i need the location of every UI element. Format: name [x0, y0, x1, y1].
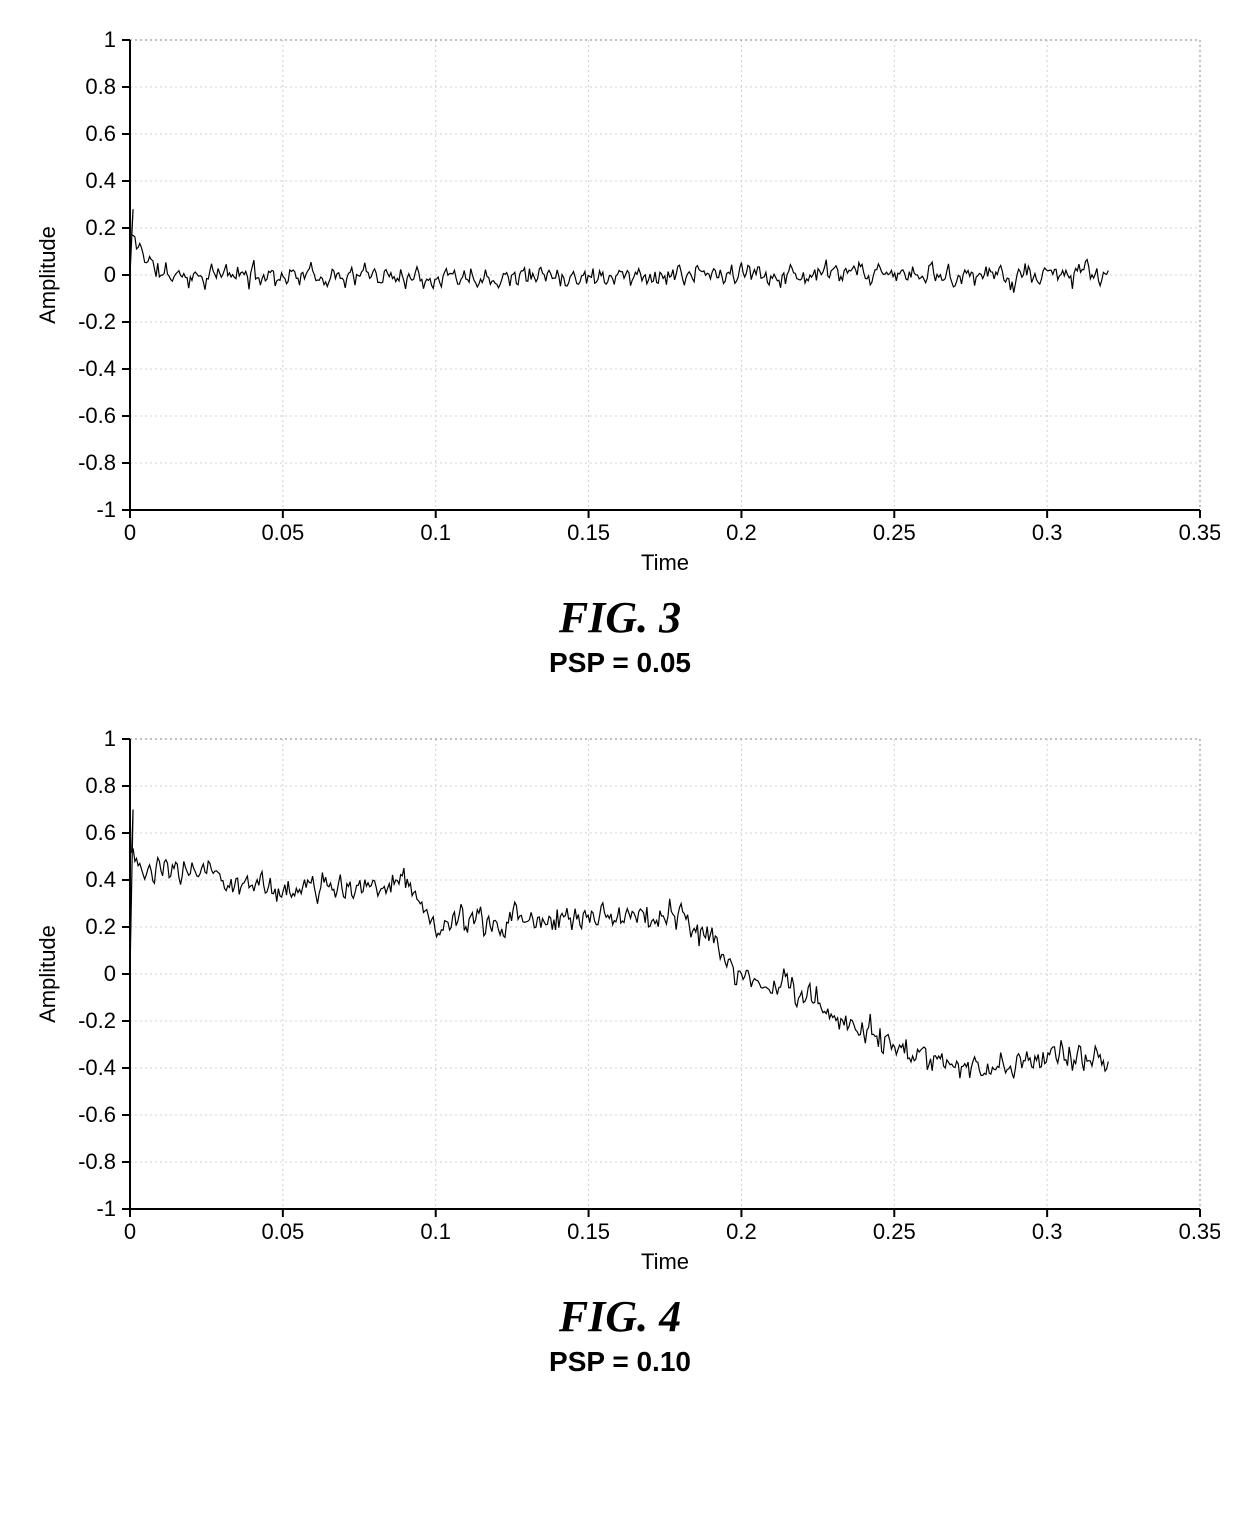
y-tick-label: 0.8 [85, 773, 116, 798]
x-tick-label: 0 [124, 520, 136, 545]
y-axis-label: Amplitude [35, 226, 60, 324]
y-tick-label: 0 [104, 262, 116, 287]
y-tick-label: -0.4 [78, 1055, 116, 1080]
x-tick-label: 0.35 [1179, 520, 1220, 545]
fig4-title: FIG. 4 [20, 1291, 1220, 1342]
y-tick-label: -1 [96, 497, 116, 522]
y-tick-label: 1 [104, 726, 116, 751]
x-tick-label: 0.25 [873, 520, 916, 545]
y-tick-label: -0.6 [78, 1102, 116, 1127]
fig4-subtitle: PSP = 0.10 [20, 1346, 1220, 1378]
x-tick-label: 0.25 [873, 1219, 916, 1244]
y-tick-label: 0 [104, 961, 116, 986]
y-axis-label: Amplitude [35, 925, 60, 1023]
y-tick-label: 1 [104, 27, 116, 52]
y-tick-label: 0.6 [85, 820, 116, 845]
x-tick-label: 0.15 [567, 520, 610, 545]
fig3-subtitle: PSP = 0.05 [20, 647, 1220, 679]
x-tick-label: 0.15 [567, 1219, 610, 1244]
x-tick-label: 0 [124, 1219, 136, 1244]
y-tick-label: 0.4 [85, 168, 116, 193]
chart-fig3: -1 -0.8 -0.6 -0.4 -0.2 0 0.2 0.4 0.6 0.8 1 0 0.05 0.1… [20, 20, 1220, 580]
y-tick-label: 0.2 [85, 215, 116, 240]
x-tick-label: 0.3 [1032, 1219, 1063, 1244]
fig3-title: FIG. 3 [20, 592, 1220, 643]
y-tick-label: 0.2 [85, 914, 116, 939]
figure-3-block: -1 -0.8 -0.6 -0.4 -0.2 0 0.2 0.4 0.6 0.8 1 0 0.05 0.1… [20, 20, 1220, 679]
x-axis-label: Time [641, 1249, 689, 1274]
y-tick-label: -0.2 [78, 1008, 116, 1033]
y-tick-label: -0.8 [78, 450, 116, 475]
y-tick-label: -0.6 [78, 403, 116, 428]
x-tick-label: 0.05 [261, 520, 304, 545]
y-tick-label: 0.8 [85, 74, 116, 99]
y-tick-label: -0.4 [78, 356, 116, 381]
y-tick-label: -0.8 [78, 1149, 116, 1174]
x-tick-label: 0.2 [726, 520, 757, 545]
y-tick-label: -0.2 [78, 309, 116, 334]
x-tick-label: 0.2 [726, 1219, 757, 1244]
x-tick-label: 0.1 [420, 520, 451, 545]
y-tick-label: 0.4 [85, 867, 116, 892]
x-tick-label: 0.1 [420, 1219, 451, 1244]
x-tick-label: 0.3 [1032, 520, 1063, 545]
x-axis-label: Time [641, 550, 689, 575]
x-tick-label: 0.05 [261, 1219, 304, 1244]
x-tick-label: 0.35 [1179, 1219, 1220, 1244]
y-tick-label: -1 [96, 1196, 116, 1221]
y-tick-label: 0.6 [85, 121, 116, 146]
figure-4-block: -1 -0.8 -0.6 -0.4 -0.2 0 0.2 0.4 0.6 0.8 1 0 0.05 0.1… [20, 719, 1220, 1378]
chart-fig4: -1 -0.8 -0.6 -0.4 -0.2 0 0.2 0.4 0.6 0.8 1 0 0.05 0.1… [20, 719, 1220, 1279]
